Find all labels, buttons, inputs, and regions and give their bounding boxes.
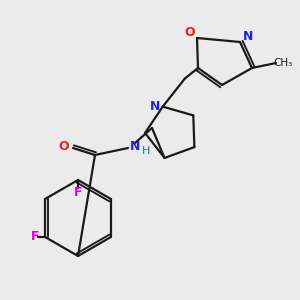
Text: F: F [31, 230, 39, 244]
Text: O: O [59, 140, 69, 154]
Text: F: F [74, 185, 82, 199]
Text: CH₃: CH₃ [273, 58, 292, 68]
Text: O: O [185, 26, 195, 40]
Text: N: N [243, 31, 253, 44]
Text: N: N [150, 100, 160, 113]
Text: H: H [142, 146, 150, 156]
Text: N: N [130, 140, 140, 154]
